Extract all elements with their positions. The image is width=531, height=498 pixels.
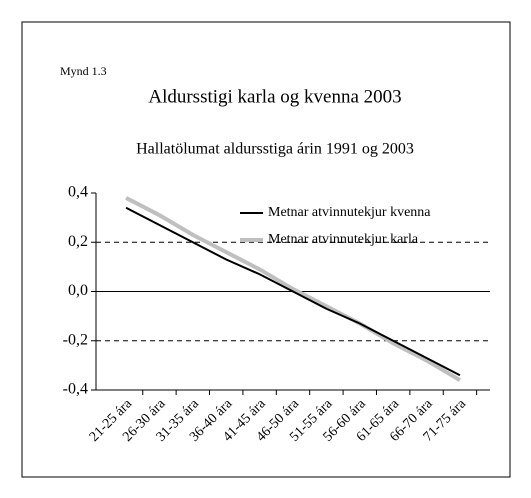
y-tick-label: 0,0 xyxy=(68,282,88,299)
legend-label: Metnar atvinnutekjur karla xyxy=(268,232,419,247)
frame xyxy=(21,21,511,478)
y-tick-label: -0,4 xyxy=(63,381,88,398)
series-line xyxy=(125,196,461,382)
figure-label: Mynd 1.3 xyxy=(60,64,107,78)
y-tick-label: -0,2 xyxy=(63,331,88,348)
chart-subtitle: Hallatölumat aldursstiga árin 1991 og 20… xyxy=(136,141,414,158)
chart-title: Aldursstigi karla og kvenna 2003 xyxy=(148,86,401,107)
legend-label: Metnar atvinnutekjur kvenna xyxy=(268,205,431,220)
y-tick-label: 0,4 xyxy=(68,184,88,201)
y-tick-label: 0,2 xyxy=(68,233,88,250)
series-line xyxy=(125,206,461,377)
